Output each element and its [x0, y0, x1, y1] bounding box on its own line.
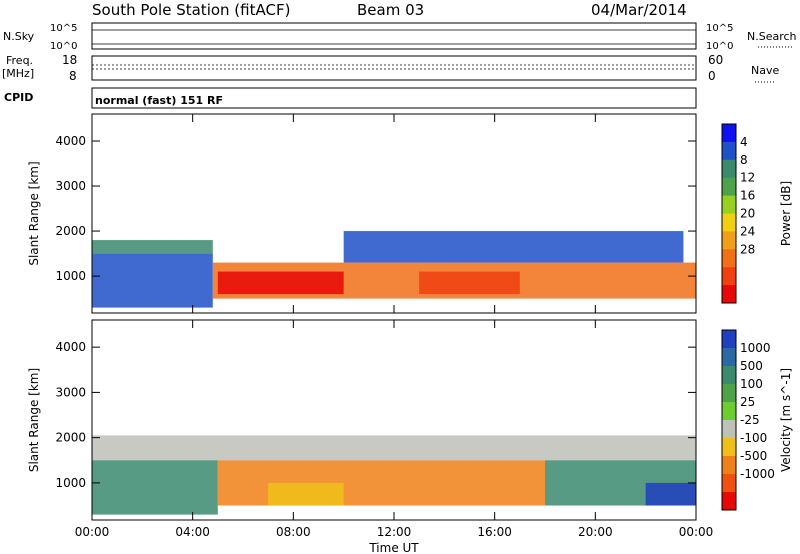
velocity-colorbar-seg-3 — [722, 384, 736, 403]
velocity-colorbar-seg-7 — [722, 456, 736, 475]
velocity-colorbar-tick-3: 25 — [740, 395, 755, 409]
power-colorbar-tick-5: 24 — [740, 224, 755, 238]
velocity-colorbar-seg-2 — [722, 366, 736, 385]
velocity-y-axis-label: Slant Range [km] — [27, 368, 41, 472]
velocity-colorbar-frame — [721, 329, 737, 511]
power-colorbar-seg-0 — [722, 124, 736, 143]
nsearch-tick-bottom: 10^0 — [706, 41, 733, 52]
power-colorbar-tick-0: 4 — [740, 135, 748, 149]
xtick-label-1: 04:00 — [175, 525, 210, 539]
velocity-colorbar-tick-0: 1000 — [740, 341, 771, 355]
velocity-colorbar-tick-5: -100 — [740, 431, 767, 445]
xtick-label-6: 00:00 — [679, 525, 714, 539]
velocity-colorbar-seg-4 — [722, 402, 736, 421]
velocity-colorbar-tick-4: -25 — [740, 413, 760, 427]
nave-tick-top: 60 — [708, 53, 723, 67]
power-colorbar-seg-2 — [722, 159, 736, 179]
xtick-label-0: 00:00 — [75, 525, 110, 539]
velocity-colorbar-tick-7: -1000 — [740, 467, 775, 481]
cpid-label: CPID — [4, 91, 33, 104]
power-colorbar-frame — [721, 123, 737, 304]
nave-label: Nave — [751, 64, 779, 77]
velocity-band-2 — [217, 460, 546, 506]
power-colorbar-tick-1: 8 — [740, 153, 748, 167]
power-colorbar-seg-6 — [722, 231, 736, 250]
cpid-strip — [91, 87, 697, 109]
nsky-strip — [91, 22, 697, 50]
date-title: 04/Mar/2014 — [591, 1, 687, 19]
power-colorbar-label: Power [dB] — [779, 181, 793, 246]
power-colorbar-seg-9 — [722, 285, 736, 304]
freq-label: Freq. — [6, 54, 33, 67]
power-colorbar-seg-1 — [722, 141, 736, 161]
power-band-3 — [217, 271, 344, 295]
velocity-ytick-label-2000: 2000 — [55, 431, 86, 445]
freq-strip — [91, 55, 697, 81]
power-colorbar-seg-7 — [722, 249, 736, 268]
velocity-band-0 — [92, 435, 696, 461]
freq-tick-bottom: 8 — [69, 69, 77, 83]
nave-tick-bottom: 0 — [708, 69, 716, 83]
freq-trace — [92, 64, 696, 70]
power-band-1 — [92, 240, 213, 254]
velocity-colorbar-seg-0 — [722, 330, 736, 349]
power-colorbar-tick-3: 16 — [740, 189, 755, 203]
velocity-panel: 1000 2000 3000 4000 00:00 04:00 08:00 12:00 16:0… — [27, 319, 793, 539]
velocity-ytick-label-4000: 4000 — [55, 340, 86, 354]
station-title: South Pole Station (fitACF) — [92, 1, 290, 19]
xtick-label-5: 20:00 — [578, 525, 613, 539]
nsky-tick-bottom: 10^0 — [50, 41, 77, 52]
nsky-trace — [92, 29, 696, 45]
velocity-band-3 — [268, 482, 344, 506]
velocity-band-1 — [92, 460, 218, 515]
velocity-colorbar-seg-9 — [722, 492, 736, 511]
freq-tick-top: 18 — [62, 53, 77, 67]
power-colorbar-tick-2: 12 — [740, 171, 755, 185]
velocity-colorbar-seg-8 — [722, 474, 736, 493]
power-ytick-label-2000: 2000 — [55, 224, 86, 238]
x-axis-label: Time UT — [368, 541, 419, 554]
power-colorbar-tick-4: 20 — [740, 207, 755, 221]
power-band-4 — [343, 231, 684, 263]
freq-unit: [MHz] — [2, 67, 34, 80]
velocity-colorbar-tick-6: -500 — [740, 449, 767, 463]
velocity-colorbar-tick-2: 100 — [740, 377, 763, 391]
nsearch-label: N.Search — [747, 30, 797, 43]
xtick-label-4: 16:00 — [477, 525, 512, 539]
velocity-band-5 — [645, 482, 696, 506]
nsky-label: N.Sky — [3, 30, 35, 43]
velocity-colorbar-tick-1: 500 — [740, 359, 763, 373]
power-ytick-label-4000: 4000 — [55, 134, 86, 148]
velocity-colorbar-seg-6 — [722, 438, 736, 457]
velocity-ytick-label-3000: 3000 — [55, 385, 86, 399]
power-colorbar-tick-6: 28 — [740, 242, 755, 256]
xtick-label-2: 08:00 — [276, 525, 311, 539]
cpid-text: normal (fast) 151 RF — [95, 94, 223, 107]
power-panel: 1000 2000 3000 4000 Slant Range [km] 4 8 12 16 20… — [27, 113, 793, 314]
nsearch-tick-top: 10^5 — [706, 23, 733, 34]
velocity-ytick-label-1000: 1000 — [55, 476, 86, 490]
power-band-5 — [419, 271, 520, 295]
xtick-label-3: 12:00 — [377, 525, 412, 539]
power-colorbar-seg-5 — [722, 213, 736, 232]
power-ytick-label-3000: 3000 — [55, 179, 86, 193]
power-ytick-label-1000: 1000 — [55, 269, 86, 283]
velocity-colorbar-seg-5 — [722, 420, 736, 439]
nsky-tick-top: 10^5 — [50, 23, 77, 34]
velocity-colorbar-label: Velocity [m s^-1] — [779, 368, 793, 472]
velocity-colorbar-seg-1 — [722, 348, 736, 367]
power-colorbar-seg-8 — [722, 267, 736, 286]
beam-title: Beam 03 — [357, 1, 424, 19]
power-colorbar-seg-4 — [722, 195, 736, 214]
power-y-axis-label: Slant Range [km] — [27, 161, 41, 265]
power-band-0 — [92, 253, 213, 308]
power-colorbar-seg-3 — [722, 177, 736, 197]
